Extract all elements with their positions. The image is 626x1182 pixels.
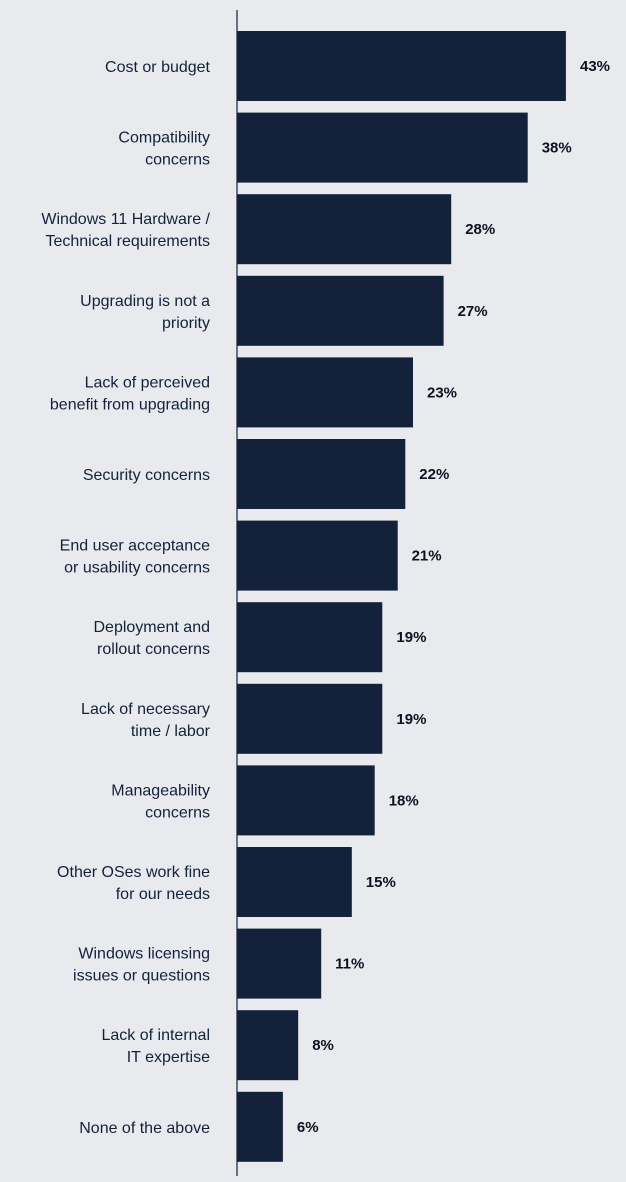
bar-1 bbox=[237, 112, 528, 183]
category-label-8: Lack of necessary time / labor bbox=[81, 701, 211, 740]
category-label-13: None of the above bbox=[79, 1120, 210, 1137]
category-label-7: Deployment and rollout concerns bbox=[93, 619, 210, 658]
bar-7 bbox=[237, 602, 383, 673]
category-label-2: Windows 11 Hardware / Technical requireme… bbox=[41, 211, 210, 250]
category-label-line: Manageability bbox=[111, 782, 210, 799]
category-label-0: Cost or budget bbox=[105, 59, 211, 76]
category-label-line: Deployment and bbox=[93, 619, 210, 636]
bar-3 bbox=[237, 275, 444, 346]
bar-8 bbox=[237, 683, 383, 754]
category-label-line: Security concerns bbox=[83, 467, 210, 484]
category-label-line: time / labor bbox=[131, 723, 211, 740]
category-label-line: IT expertise bbox=[127, 1049, 210, 1066]
value-label-2: 28% bbox=[465, 221, 495, 238]
category-label-line: for our needs bbox=[116, 886, 210, 903]
category-label-line: rollout concerns bbox=[97, 641, 210, 658]
value-label-5: 22% bbox=[419, 466, 449, 483]
category-label-line: Compatibility bbox=[118, 130, 210, 147]
value-label-4: 23% bbox=[427, 384, 457, 401]
bar-12 bbox=[237, 1010, 299, 1081]
value-label-6: 21% bbox=[412, 548, 442, 565]
value-label-8: 19% bbox=[396, 711, 426, 728]
category-label-line: None of the above bbox=[79, 1120, 210, 1137]
bar-5 bbox=[237, 439, 406, 509]
category-label-line: Other OSes work fine bbox=[57, 864, 210, 881]
value-label-3: 27% bbox=[458, 303, 488, 320]
bar-4 bbox=[237, 357, 413, 428]
value-label-7: 19% bbox=[396, 629, 426, 646]
category-label-line: or usability concerns bbox=[64, 560, 210, 577]
category-label-9: Manageability concerns bbox=[111, 782, 210, 821]
category-label-5: Security concerns bbox=[83, 467, 210, 484]
category-label-3: Upgrading is not a priority bbox=[80, 293, 210, 332]
bar-9 bbox=[237, 765, 375, 836]
category-label-line: Upgrading is not a bbox=[80, 293, 210, 310]
category-label-line: End user acceptance bbox=[60, 538, 210, 555]
category-label-line: priority bbox=[162, 315, 210, 332]
category-label-line: Lack of perceived bbox=[85, 374, 210, 391]
category-label-11: Windows licensing issues or questions bbox=[73, 946, 210, 985]
category-label-line: Technical requirements bbox=[45, 233, 210, 250]
category-label-line: Cost or budget bbox=[105, 59, 211, 76]
value-label-13: 6% bbox=[297, 1119, 319, 1136]
value-label-9: 18% bbox=[389, 792, 419, 809]
category-labels-group: Cost or budget Compatibility concerns Windo… bbox=[41, 59, 210, 1137]
category-label-line: concerns bbox=[145, 152, 210, 169]
bar-6 bbox=[237, 520, 398, 591]
value-labels-group: 43% 38% 28% 27% 23% 22% 21% 19% 19% 18% 15% 11% 8% 6% bbox=[297, 58, 610, 1136]
bar-0 bbox=[237, 31, 566, 101]
bar-10 bbox=[237, 847, 352, 917]
value-label-1: 38% bbox=[542, 140, 572, 157]
category-label-line: concerns bbox=[145, 804, 210, 821]
category-label-line: Lack of internal bbox=[101, 1027, 210, 1044]
bar-2 bbox=[237, 194, 452, 265]
category-label-line: Windows licensing bbox=[78, 946, 210, 963]
category-label-12: Lack of internal IT expertise bbox=[101, 1027, 210, 1066]
value-label-0: 43% bbox=[580, 58, 610, 75]
value-label-12: 8% bbox=[312, 1037, 334, 1054]
category-label-1: Compatibility concerns bbox=[118, 130, 210, 169]
bar-13 bbox=[237, 1091, 283, 1162]
category-label-10: Other OSes work fine for our needs bbox=[57, 864, 210, 903]
bars-group bbox=[237, 31, 566, 1162]
category-label-line: Lack of necessary bbox=[81, 701, 210, 718]
category-label-4: Lack of perceived benefit from upgrading bbox=[50, 374, 210, 413]
category-label-6: End user acceptance or usability concerns bbox=[60, 538, 210, 577]
category-label-line: Windows 11 Hardware / bbox=[41, 211, 210, 228]
category-label-line: benefit from upgrading bbox=[50, 396, 210, 413]
value-label-11: 11% bbox=[335, 956, 364, 973]
value-label-10: 15% bbox=[366, 874, 396, 891]
category-label-line: issues or questions bbox=[73, 968, 210, 985]
bar-11 bbox=[237, 928, 322, 999]
